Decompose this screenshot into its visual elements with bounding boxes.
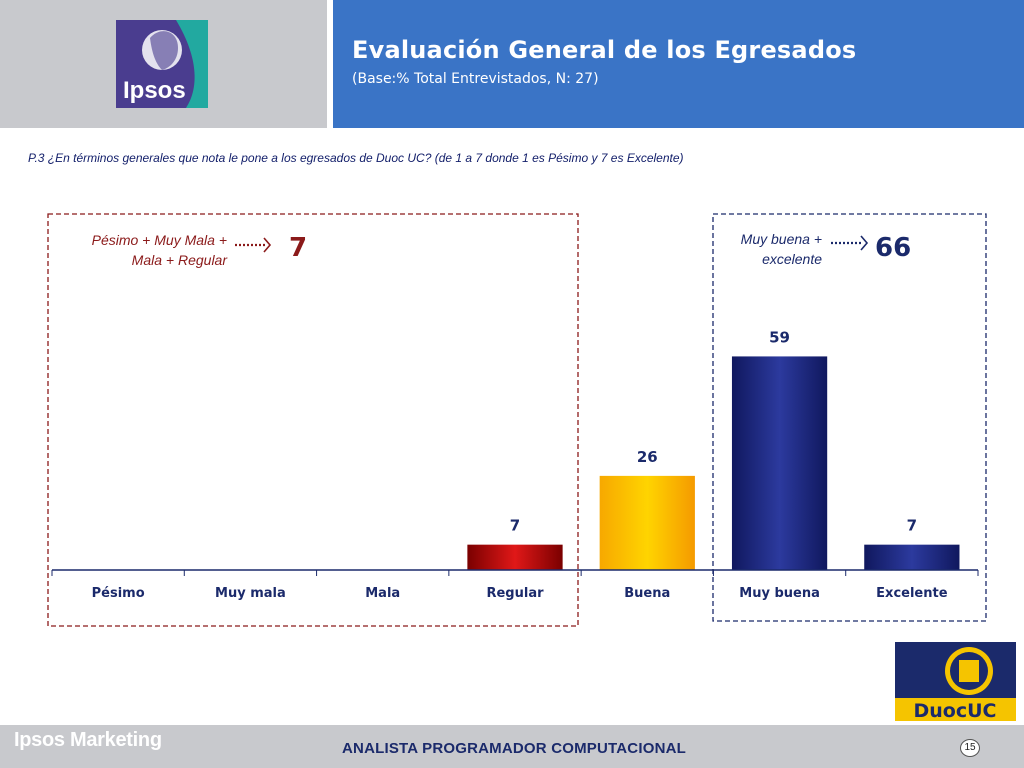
footer-brand: Ipsos Marketing: [14, 729, 162, 751]
bar-value-label: 59: [769, 328, 790, 346]
question-text: P.3 ¿En términos generales que nota le p…: [28, 151, 684, 165]
x-tick-label: Muy mala: [215, 586, 286, 601]
x-axis-ticks: [51, 570, 979, 576]
page-subtitle: (Base:% Total Entrevistados, N: 27): [352, 71, 599, 87]
positive-group-label-1: Muy buena +: [741, 231, 822, 247]
positive-arrow-icon: [860, 235, 869, 251]
negative-group-box: [47, 213, 579, 627]
bar: [599, 475, 695, 570]
footer-bar: [0, 725, 1024, 768]
x-axis-labels: Pésimo Muy mala Mala Regular Buena Muy buena E…: [92, 586, 948, 601]
x-tick-label: Pésimo: [92, 586, 145, 601]
x-tick-label: Regular: [486, 586, 544, 601]
bar-value-label: 7: [907, 517, 917, 535]
x-tick-label: Buena: [624, 586, 670, 601]
bar-value-label: 7: [510, 517, 520, 535]
negative-group-label-2: Mala + Regular: [132, 252, 229, 268]
bar: [731, 356, 828, 570]
ipsos-logo: Ipsos: [116, 20, 208, 108]
x-tick-label: Mala: [365, 586, 400, 601]
ipsos-logo-text: Ipsos: [123, 77, 186, 104]
bar: [467, 544, 563, 570]
bar: [864, 544, 960, 570]
positive-group-total: 66: [875, 233, 911, 263]
page-number: 15: [960, 739, 980, 757]
page-title: Evaluación General de los Egresados: [352, 36, 857, 64]
duoc-uc-logo-text: DuocUC: [914, 700, 997, 721]
positive-group-box: [712, 213, 987, 622]
negative-group-total: 7: [289, 233, 307, 263]
footer-program-title: ANALISTA PROGRAMADOR COMPUTACIONAL: [342, 740, 686, 757]
bar-value-label: 26: [637, 448, 658, 466]
duoc-uc-logo: DuocUC: [895, 642, 1016, 721]
header-title-panel: [333, 0, 1024, 128]
negative-group-label-1: Pésimo + Muy Mala +: [92, 232, 227, 248]
x-tick-label: Muy buena: [739, 586, 820, 601]
x-tick-label: Excelente: [876, 586, 948, 601]
negative-arrow-icon: [263, 237, 272, 253]
positive-group-label-2: excelente: [762, 251, 822, 267]
bar-group: 7 26 59 7: [467, 328, 960, 570]
